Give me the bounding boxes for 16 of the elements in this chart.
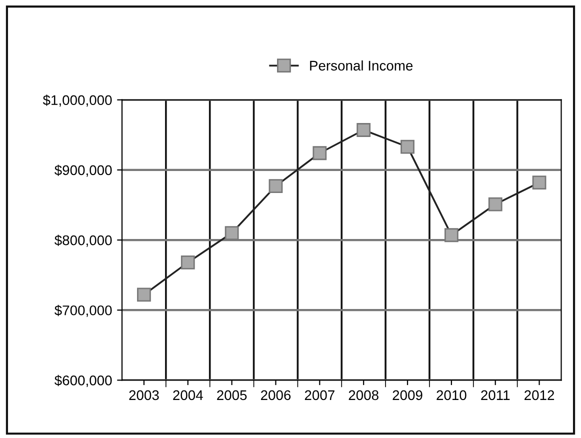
x-tick-label: 2007 — [304, 390, 334, 400]
x-tick-label: 2010 — [436, 390, 466, 400]
x-tick-label: 2003 — [129, 390, 159, 400]
x-tick-label: 2011 — [481, 390, 510, 400]
x-tick-label: 2012 — [524, 390, 554, 400]
x-tick-label: 2008 — [348, 390, 378, 400]
y-tick-label: $1,000,000 — [42, 94, 112, 107]
x-tick-label: 2004 — [173, 390, 203, 400]
x-tick-label: 2005 — [217, 390, 247, 400]
y-tick-label: $800,000 — [54, 234, 112, 247]
y-tick-label: $900,000 — [54, 164, 112, 177]
x-tick-label: 2009 — [392, 390, 422, 400]
y-tick-label: $700,000 — [54, 304, 112, 317]
x-tick-label: 2006 — [260, 390, 291, 400]
y-tick-label: $600,000 — [54, 374, 112, 387]
legend-label: Personal Income — [310, 60, 413, 71]
